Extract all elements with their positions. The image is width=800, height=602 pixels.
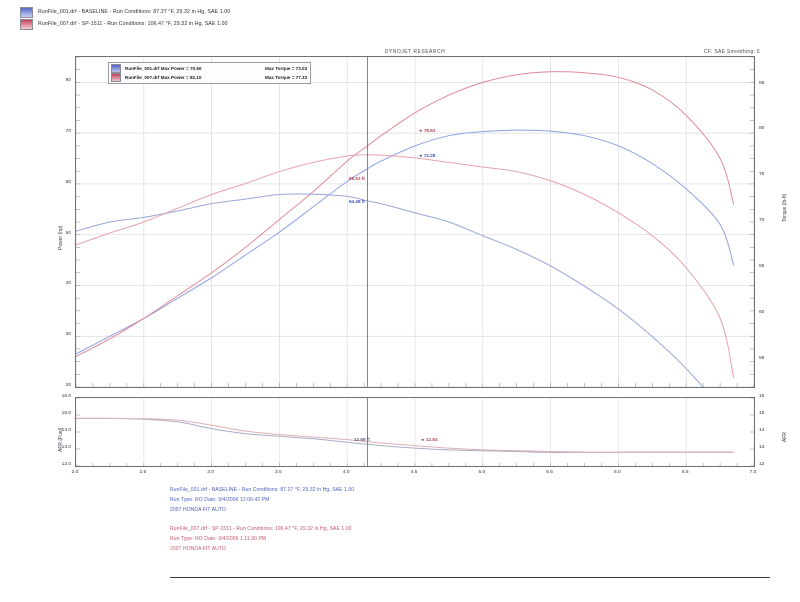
stats-modified-power: RunFile_007.drf Max Power = 82.10 [125,75,202,80]
curve-torque-modified [76,154,735,379]
x-tick-8: 6.0 [614,470,621,475]
footer-baseline-line-3: 2007 HONDA FIT AUTO [170,507,226,513]
legend-row-modified: RunFile_007.drf - SP-1511 - Run Conditio… [20,18,520,30]
stats-row-baseline: RunFile_001.drf Max Power = 70.60 Max To… [111,64,307,73]
power-torque-plot-area[interactable] [75,56,755,388]
x-tick-4: 4.0 [342,470,350,475]
afr-y-tick-left-0: 16.0 [61,394,71,399]
footer-baseline-line-2: Run Type: RO Date: 9/4/2006 12:06:42 PM [170,497,270,503]
annotation-afr-blue: 12.69 ft [354,437,370,442]
curve-torque-baseline [76,193,704,387]
curve-power-modified [76,71,735,358]
stats-baseline-power: RunFile_001.drf Max Power = 70.60 [125,66,202,71]
power-torque-plot-canvas [76,57,754,387]
x-tick-0: 2.0 [71,470,79,475]
afr-curve-modified [75,417,734,453]
legend-color-swatch-red-icon [20,18,33,30]
y-tick-left-0: 80 [65,78,71,84]
footer-modified-line-1: RunFile_007.drf - SP-1511 - Run Conditio… [170,526,352,532]
stats-swatch-blue-icon [111,64,121,73]
stats-baseline-torque: Max Torque = 73.03 [265,66,308,71]
stats-row-modified: RunFile_007.drf Max Power = 82.10 Max To… [111,73,307,82]
x-tick-3: 3.5 [275,470,282,475]
afr-y-tick-right-2: 14 [759,428,765,433]
annotation-tq-red: 69.53 ft [349,176,365,181]
footer-modified-line-3: 2007 HONDA FIT AUTO [170,546,226,552]
annotation-afr-red: ◄ 12.84 [420,437,438,442]
footer-baseline-line-1: RunFile_001.drf - BASELINE - Run Conditi… [170,487,355,493]
top-run-legend: RunFile_001.drf - BASELINE - Run Conditi… [20,6,520,31]
y-tick-left-4: 40 [65,281,71,287]
stats-swatch-red-icon [111,73,121,82]
y-tick-left-5: 30 [65,332,71,338]
annotation-hp-red: ◄ 78.63 [418,128,436,133]
y-tick-right-0: 85 [759,80,765,86]
y-tick-left-1: 70 [65,129,71,135]
x-tick-1: 2.5 [139,470,147,475]
annotation-hp-blue: ◄ 72.28 [418,153,436,158]
y-tick-right-3: 70 [759,218,765,223]
x-tick-7: 5.5 [546,470,553,475]
run-details-footer: RunFile_001.drf - BASELINE - Run Conditi… [170,485,770,563]
run-stats-legend-box: RunFile_001.drf Max Power = 70.60 Max To… [108,62,312,84]
afr-y-tick-left-3: 13.0 [61,445,71,450]
afr-y-tick-left-2: 14.0 [61,428,71,433]
legend-color-swatch-blue-icon [20,6,33,18]
curve-power-baseline [76,129,735,355]
afr-y-tick-left-1: 15.0 [61,411,71,416]
afr-y-tick-right-1: 15 [759,411,765,416]
x-tick-10: 7.0 [749,470,757,475]
footer-block-modified: RunFile_007.drf - SP-1511 - Run Conditio… [170,524,770,554]
afr-plot-area[interactable] [75,397,755,467]
y-axis-left-title: Power (hp) [58,225,64,250]
footer-divider [170,577,770,578]
legend-row-baseline: RunFile_001.drf - BASELINE - Run Conditi… [20,6,520,18]
afr-curve-baseline [75,417,734,453]
chart-title: DYNOJET RESEARCH [384,49,446,55]
y-tick-right-6: 55 [759,355,765,361]
y-tick-left-3: 50 [65,230,71,236]
afr-y-tick-left-4: 12.0 [61,462,71,467]
chart-meta-cf-smoothing: CF: SAE Smoothing: 5 [703,49,760,55]
afr-svg [75,397,755,467]
x-tick-5: 4.5 [410,470,418,475]
stats-modified-torque: Max Torque = 77.33 [265,75,308,80]
y-tick-right-1: 80 [759,126,765,132]
afr-y-tick-right-3: 13 [759,445,765,450]
y-tick-left-6: 20 [65,383,71,388]
footer-modified-line-2: Run Type: RO Date: 9/4/2006 1:11:30 PM [170,536,267,542]
x-tick-9: 6.5 [681,470,689,475]
power-torque-svg [76,57,754,387]
legend-label-baseline: RunFile_001.drf - BASELINE - Run Conditi… [38,9,231,15]
afr-y-tick-right-4: 12 [759,462,765,467]
legend-label-modified: RunFile_007.drf - SP-1511 - Run Conditio… [38,21,228,27]
annotation-tq-blue: 64.48 ft [349,199,365,204]
x-tick-6: 5.0 [478,470,486,475]
y-tick-left-2: 60 [65,179,71,185]
y-tick-right-4: 65 [759,263,765,269]
afr-y-axis-right-title: AFR [782,432,788,442]
footer-block-baseline: RunFile_001.drf - BASELINE - Run Conditi… [170,485,770,515]
x-tick-2: 3.0 [207,470,214,475]
y-tick-right-2: 75 [759,172,765,178]
y-tick-right-5: 60 [759,309,765,315]
afr-y-tick-right-0: 16 [759,394,765,399]
